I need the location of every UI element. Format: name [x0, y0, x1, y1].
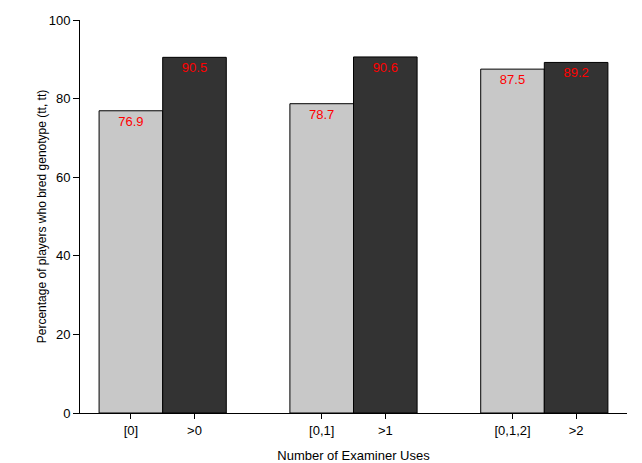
svg-text:87.5: 87.5 [500, 72, 525, 87]
svg-text:78.7: 78.7 [309, 107, 334, 122]
svg-text:80: 80 [56, 91, 70, 106]
svg-text:20: 20 [56, 327, 70, 342]
svg-text:>1: >1 [378, 423, 393, 438]
svg-text:0: 0 [63, 406, 70, 421]
svg-text:[0,1,2]: [0,1,2] [494, 423, 530, 438]
svg-text:>2: >2 [569, 423, 584, 438]
svg-text:[0]: [0] [124, 423, 138, 438]
svg-text:60: 60 [56, 170, 70, 185]
svg-text:[0,1]: [0,1] [309, 423, 334, 438]
svg-text:100: 100 [49, 13, 71, 28]
svg-text:Number of Examiner Uses: Number of Examiner Uses [277, 448, 430, 463]
svg-text:90.6: 90.6 [373, 60, 398, 75]
svg-text:40: 40 [56, 248, 70, 263]
svg-text:89.2: 89.2 [563, 65, 588, 80]
svg-text:90.5: 90.5 [182, 60, 207, 75]
svg-text:>0: >0 [187, 423, 202, 438]
svg-text:Percentage of players who bred: Percentage of players who bred genotype … [35, 90, 49, 343]
svg-text:76.9: 76.9 [118, 114, 143, 129]
